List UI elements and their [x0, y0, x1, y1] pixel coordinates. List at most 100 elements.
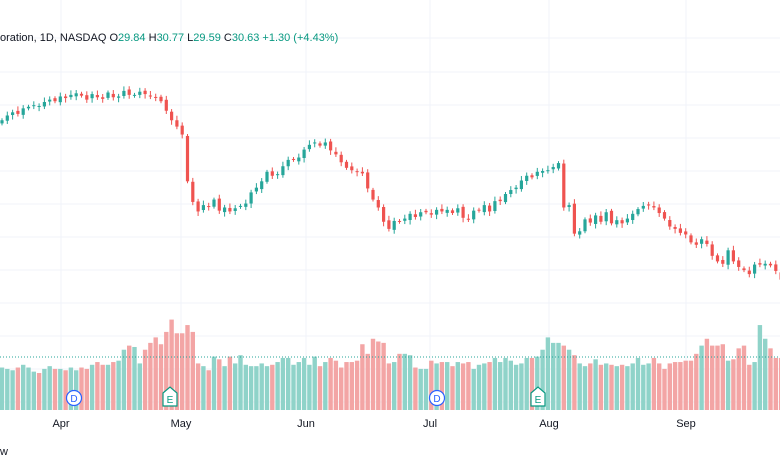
candle-body: [689, 235, 693, 243]
candle-body: [217, 198, 221, 211]
candle-body: [530, 175, 534, 178]
candle: [461, 204, 465, 223]
high-value: 30.77: [156, 32, 185, 44]
candle: [154, 93, 158, 102]
candle: [249, 189, 253, 209]
candle: [223, 204, 227, 217]
symbol-name: oration: [0, 32, 34, 44]
volume-bar: [238, 355, 243, 410]
volume-bar: [524, 357, 529, 410]
candle: [159, 94, 163, 104]
volume-bar: [111, 362, 116, 410]
candle-body: [318, 143, 322, 146]
candle: [689, 233, 693, 245]
candle: [382, 204, 386, 227]
candle-body: [668, 220, 672, 227]
candle: [5, 111, 9, 124]
volume-bar: [174, 333, 180, 410]
candle: [180, 122, 184, 139]
candle-body: [684, 231, 688, 235]
candle: [514, 185, 518, 194]
candle-body: [95, 95, 99, 98]
grid: [0, 0, 780, 410]
candle-body: [307, 144, 311, 150]
candle: [329, 138, 333, 155]
candle: [143, 88, 147, 99]
candle: [583, 217, 587, 234]
volume-bar: [10, 370, 15, 410]
volume-bar: [307, 364, 312, 410]
candle-body: [461, 206, 465, 218]
candle: [567, 202, 571, 212]
candle: [435, 207, 439, 220]
candle-body: [339, 154, 343, 163]
volume-bar: [397, 353, 402, 410]
dividend-marker: D: [65, 389, 83, 407]
volume-bar: [773, 357, 778, 410]
volume-bar: [180, 333, 185, 410]
volume-bar: [31, 371, 36, 410]
candle-body: [705, 240, 709, 244]
volume-bar: [254, 366, 259, 410]
close-label: C: [223, 32, 232, 44]
candle: [450, 208, 455, 216]
open-label: O: [109, 32, 119, 44]
candle-body: [721, 259, 725, 264]
candle-body: [604, 212, 608, 222]
candle: [684, 228, 688, 239]
volume-bar: [625, 366, 630, 410]
candle-body: [594, 215, 598, 224]
candle: [498, 196, 502, 206]
volume-bar: [641, 364, 646, 410]
volume-bar: [370, 338, 376, 410]
x-tick-label: Aug: [539, 418, 559, 430]
candle-body: [493, 201, 497, 211]
volume-bar: [763, 338, 768, 410]
candle: [344, 159, 349, 170]
volume-bar: [63, 370, 68, 410]
candle: [37, 103, 41, 112]
candle-body: [419, 212, 423, 217]
volume-bar: [47, 366, 52, 410]
candle-body: [509, 190, 513, 195]
candle: [609, 208, 614, 226]
candle: [350, 162, 354, 174]
candle: [127, 86, 131, 99]
volume-bar: [710, 345, 715, 410]
volume-bar: [21, 364, 26, 410]
candle: [662, 210, 667, 221]
candle-body: [302, 149, 306, 158]
candle-body: [148, 95, 152, 97]
volume-bar: [121, 349, 127, 410]
volume-bar: [582, 366, 588, 410]
candle: [657, 204, 661, 217]
candle: [138, 87, 142, 99]
candle: [58, 92, 62, 106]
candle-body: [429, 213, 433, 215]
candle-body: [191, 181, 195, 202]
volume-bar: [158, 344, 164, 410]
candle-body: [737, 260, 741, 267]
volume-bar: [593, 359, 598, 410]
candle-body: [424, 210, 428, 213]
candle-body: [450, 210, 455, 214]
candle-body: [440, 208, 444, 212]
candle-body: [371, 189, 375, 200]
volume-bar: [556, 342, 561, 410]
candle: [313, 139, 317, 148]
candle: [132, 92, 137, 98]
candle: [737, 257, 741, 271]
candle-body: [652, 206, 656, 208]
candle-body: [37, 105, 41, 107]
volume-bar: [142, 349, 148, 410]
volume-bar: [651, 357, 657, 410]
volume-bar: [672, 362, 678, 410]
candle: [26, 104, 31, 111]
low-label: L: [187, 32, 194, 44]
volume-bar: [349, 362, 354, 410]
candle: [122, 86, 126, 99]
x-tick-label: Sep: [676, 418, 696, 430]
volume-bar: [688, 360, 694, 410]
volume-bar: [26, 367, 31, 410]
